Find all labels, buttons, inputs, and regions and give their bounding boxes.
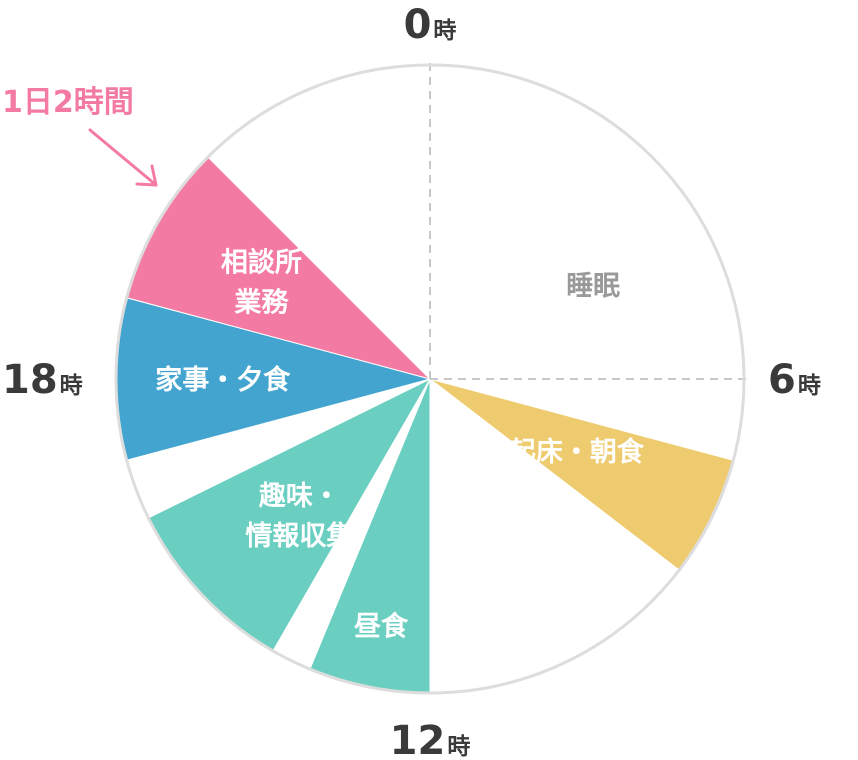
hour-label-unit: 時: [433, 18, 456, 44]
hour-label-number: 0: [404, 2, 432, 48]
hour-label-6: 6時: [768, 357, 821, 403]
slice-label-5-line-1: 情報収集: [245, 520, 354, 552]
pie-outline: [114, 63, 746, 695]
hour-label-0: 0時: [404, 2, 457, 48]
annotation-arrow-icon: [88, 128, 158, 187]
hour-label-number: 6: [768, 357, 796, 403]
hour-guide-lines: [429, 61, 748, 380]
slice-label-3-line-0: 昼食: [354, 610, 409, 642]
hour-label-number: 12: [390, 718, 446, 760]
slice-label-1-line-0: 起床・朝食: [509, 436, 645, 468]
annotation-label: 1日2時間: [2, 85, 134, 120]
slice-label-0-line-0: 睡眠: [566, 271, 620, 302]
slice-label-7-line-0: 家事・夕食: [155, 364, 291, 396]
hour-label-number: 18: [2, 357, 58, 403]
hour-label-unit: 時: [798, 373, 821, 399]
slice-label-8-line-1: 業務: [234, 288, 289, 319]
slice-label-5-line-0: 趣味・: [258, 481, 340, 512]
hour-label-unit: 時: [60, 373, 83, 399]
pie-slices: [115, 64, 745, 694]
hour-label-18: 18時: [2, 357, 83, 403]
slice-label-8-line-0: 相談所: [221, 247, 302, 279]
hour-label-unit: 時: [447, 734, 470, 760]
hour-label-12: 12時: [390, 718, 471, 760]
annotation-group: 1日2時間: [2, 85, 158, 187]
